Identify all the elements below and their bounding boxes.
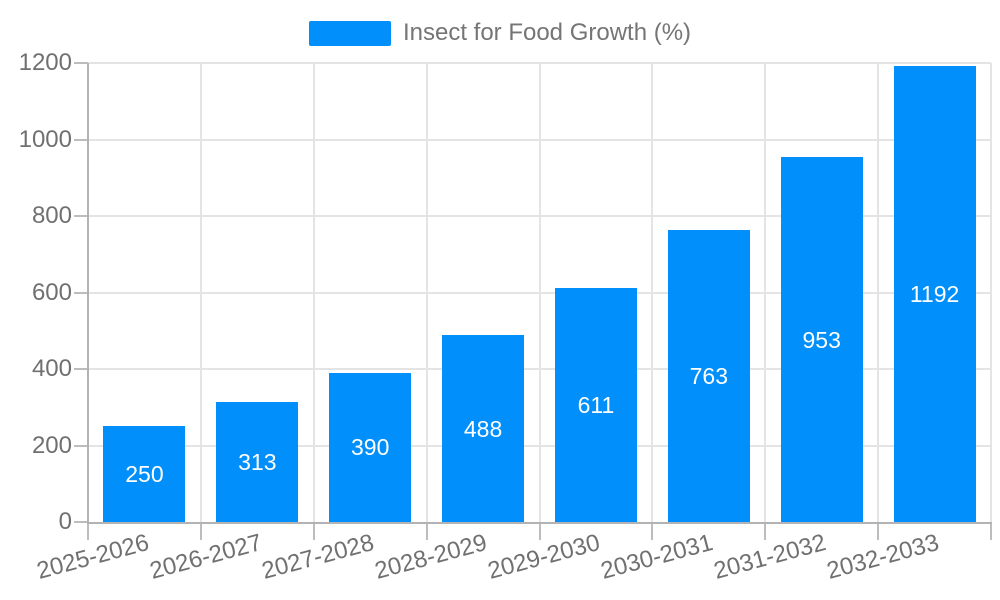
y-axis-tick-label: 0 (58, 508, 72, 535)
x-axis-tick (199, 522, 202, 540)
x-axis-tick-label: 2029-2030 (485, 529, 603, 585)
x-gridline (312, 63, 315, 522)
x-gridline (877, 63, 880, 522)
x-axis-tick (764, 522, 767, 540)
bar-value-label: 1192 (909, 281, 960, 308)
y-axis-tick (74, 138, 88, 141)
y-axis-tick-label: 800 (31, 202, 72, 229)
bar-value-label: 953 (802, 326, 841, 353)
bar-value-label: 611 (577, 392, 615, 419)
x-axis-tick (877, 522, 880, 540)
bar-value-label: 390 (351, 434, 390, 461)
y-axis-tick (74, 368, 88, 370)
x-gridline (990, 63, 992, 522)
y-axis-tick-label: 1200 (18, 49, 72, 76)
bar-value-label: 250 (125, 461, 164, 488)
bar-2028-2029[interactable] (442, 335, 525, 522)
x-axis-tick-label: 2025-2026 (33, 529, 152, 585)
y-axis-tick-label: 600 (31, 278, 72, 306)
bar-2026-2027[interactable] (216, 402, 299, 522)
x-axis-tick (651, 522, 654, 540)
bar-2030-2031[interactable] (667, 230, 750, 522)
x-axis-tick-label: 2028-2029 (372, 529, 491, 585)
bar-2032-2033[interactable] (893, 66, 976, 522)
x-axis-tick-label: 2032-2033 (823, 529, 942, 585)
y-axis-tick-label: 1000 (18, 125, 72, 153)
y-axis-tick (74, 62, 88, 64)
y-axis-tick (74, 444, 88, 447)
legend-item[interactable]: Insect for Food Growth (%) (0, 18, 1000, 48)
x-axis-tick (425, 522, 428, 540)
x-axis-tick-label: 2027-2028 (259, 529, 378, 585)
x-axis-tick (87, 522, 89, 540)
x-axis-tick-label: 2026-2027 (146, 529, 265, 585)
bar-2025-2026[interactable] (103, 426, 186, 522)
bar-2027-2028[interactable] (329, 372, 412, 522)
bar-value-label: 763 (689, 363, 728, 390)
bar-2031-2032[interactable] (780, 157, 863, 522)
y-axis-line (87, 63, 89, 522)
x-gridline (764, 63, 767, 522)
y-axis-tick-label: 400 (31, 355, 72, 382)
y-axis-tick (74, 291, 88, 294)
y-axis-tick-label: 200 (31, 431, 72, 459)
legend-swatch (308, 20, 391, 46)
x-axis-tick-label: 2030-2031 (597, 529, 716, 585)
bar-2029-2030[interactable] (554, 288, 637, 522)
legend-label: Insect for Food Growth (%) (402, 19, 692, 46)
x-axis-tick (312, 522, 315, 540)
x-gridline (425, 63, 428, 522)
bar-value-label: 313 (238, 449, 277, 476)
bar-value-label: 488 (463, 415, 503, 442)
x-gridline (538, 63, 541, 522)
x-gridline (651, 63, 654, 522)
y-axis-tick (74, 521, 88, 523)
y-axis-tick (74, 215, 88, 217)
x-axis-tick-label: 2031-2032 (710, 529, 829, 585)
x-gridline (199, 63, 202, 522)
x-axis-tick (538, 522, 541, 540)
x-axis-tick (990, 522, 992, 540)
x-axis-line (87, 522, 992, 524)
